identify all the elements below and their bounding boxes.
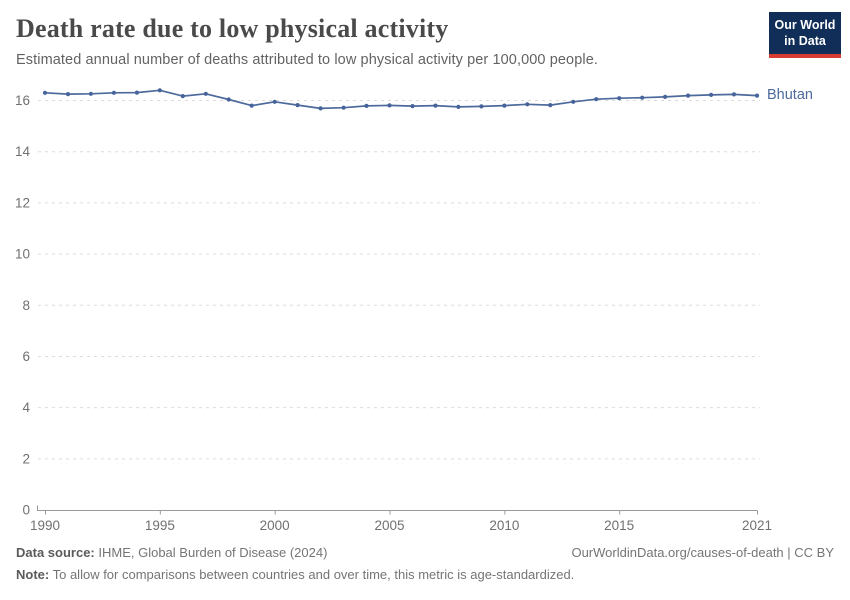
owid-license-link[interactable]: OurWorldinData.org/causes-of-death | CC …	[571, 545, 834, 560]
data-source-text: Data source: IHME, Global Burden of Dise…	[16, 545, 327, 561]
owid-logo[interactable]: Our World in Data	[769, 12, 841, 58]
x-axis-tick-label: 2021	[742, 518, 772, 533]
data-point[interactable]	[180, 94, 185, 99]
data-point[interactable]	[341, 105, 346, 110]
series-label-bhutan: Bhutan	[767, 86, 813, 103]
y-axis-tick-label: 4	[22, 400, 30, 415]
data-point[interactable]	[387, 103, 392, 108]
data-point[interactable]	[272, 99, 277, 104]
y-axis-tick-label: 0	[22, 503, 30, 518]
data-point[interactable]	[686, 93, 691, 98]
data-point[interactable]	[134, 90, 139, 95]
data-point[interactable]	[663, 94, 668, 99]
data-point[interactable]	[249, 103, 254, 108]
data-point[interactable]	[410, 104, 415, 109]
note-label: Note:	[16, 567, 50, 582]
data-point[interactable]	[502, 103, 507, 108]
note-value: To allow for comparisons between countri…	[52, 567, 575, 582]
y-axis-tick-label: 16	[15, 93, 30, 108]
data-point[interactable]	[709, 92, 714, 97]
x-axis-tick-label: 2000	[260, 518, 290, 533]
data-point[interactable]	[525, 102, 530, 107]
bhutan-line	[44, 89, 758, 110]
y-axis-tick-label: 2	[22, 451, 30, 466]
data-point[interactable]	[88, 91, 93, 96]
data-point[interactable]	[640, 95, 645, 100]
page-title: Death rate due to low physical activity	[16, 14, 449, 43]
data-source-label: Data source:	[16, 545, 95, 560]
y-axis-tick-label: 6	[22, 349, 30, 364]
footer-source-row: Data source: IHME, Global Burden of Dise…	[16, 545, 834, 561]
y-axis-tick-label: 14	[15, 144, 31, 159]
data-source-value: IHME, Global Burden of Disease (2024)	[98, 545, 328, 560]
chart-footer: Data source: IHME, Global Burden of Dise…	[16, 545, 834, 583]
data-point[interactable]	[754, 93, 760, 98]
data-point[interactable]	[731, 92, 737, 97]
data-point[interactable]	[157, 88, 162, 93]
x-axis-tick-label: 2005	[374, 518, 404, 533]
x-axis-tick-label: 1995	[145, 518, 175, 533]
data-point[interactable]	[42, 90, 48, 95]
data-point[interactable]	[594, 97, 599, 102]
data-point[interactable]	[617, 96, 622, 101]
y-axis-tick-label: 10	[15, 247, 30, 262]
x-axis-tick-label: 1990	[30, 518, 60, 533]
data-point[interactable]	[456, 104, 461, 109]
chart-header: Death rate due to low physical activity …	[0, 0, 850, 68]
data-point[interactable]	[318, 106, 323, 111]
data-point[interactable]	[571, 99, 576, 104]
data-point[interactable]	[111, 90, 116, 95]
data-point[interactable]	[295, 103, 300, 108]
data-point[interactable]	[479, 104, 484, 109]
x-axis-tick-label: 2015	[604, 518, 634, 533]
data-point[interactable]	[433, 103, 438, 108]
y-axis-tick-label: 12	[15, 195, 30, 210]
data-point[interactable]	[364, 103, 369, 108]
y-axis-tick-label: 8	[22, 298, 30, 313]
owid-logo-line1: Our World	[774, 18, 836, 32]
footer-note-row: Note: To allow for comparisons between c…	[16, 567, 834, 583]
chart-subtitle: Estimated annual number of deaths attrib…	[16, 52, 598, 68]
x-axis-tick-label: 2010	[489, 518, 519, 533]
data-point[interactable]	[65, 92, 71, 97]
data-point[interactable]	[203, 91, 208, 96]
data-point[interactable]	[226, 97, 231, 102]
owid-logo-line2: in Data	[784, 34, 826, 49]
data-point[interactable]	[548, 103, 553, 108]
